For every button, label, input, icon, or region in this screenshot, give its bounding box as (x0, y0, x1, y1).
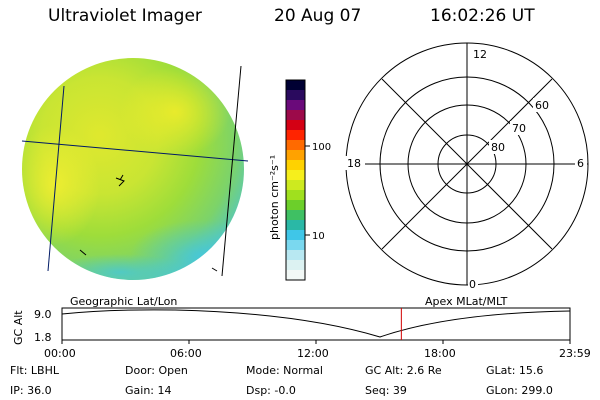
colorbar-band (286, 90, 305, 101)
gc-alt-axis-label: GC Alt (12, 310, 25, 345)
colorbar-band (286, 220, 305, 231)
instrument-title: Ultraviolet Imager (48, 6, 202, 26)
colorbar-band (286, 180, 305, 191)
observation-time: 16:02:26 UT (430, 6, 535, 26)
colorbar-band (286, 80, 305, 91)
colorbar-band (286, 170, 305, 181)
observation-date: 20 Aug 07 (274, 6, 362, 26)
colorbar-band (286, 210, 305, 221)
mlat-label-80: 80 (491, 141, 505, 154)
colorbar-band (286, 260, 305, 271)
colorbar-band (286, 100, 305, 111)
apex-projection-label: Apex MLat/MLT (425, 295, 508, 308)
mlat-label-70: 70 (512, 122, 526, 135)
colorbar-band (286, 190, 305, 201)
mlt-label-12: 12 (473, 48, 487, 61)
mlt-label-18: 18 (347, 157, 361, 170)
colorbar-band (286, 150, 305, 161)
time-tick-0000: 00:00 (44, 347, 76, 360)
gc-alt-readout: GC Alt: 2.6 Re (365, 364, 442, 377)
colorbar-band (286, 140, 305, 151)
gain-readout: Gain: 14 (125, 384, 172, 397)
colorbar-band (286, 250, 305, 261)
colorbar-band (286, 120, 305, 131)
time-tick-1800: 18:00 (424, 347, 456, 360)
glon-readout: GLon: 299.0 (486, 384, 553, 397)
glat-readout: GLat: 15.6 (486, 364, 544, 377)
colorbar-band (286, 160, 305, 171)
mode-readout: Mode: Normal (246, 364, 323, 377)
mlt-label-0: 0 (469, 278, 476, 291)
colorbar-band (286, 230, 305, 241)
ip-readout: IP: 36.0 (10, 384, 52, 397)
polar-plot (345, 42, 589, 286)
colorbar-band (286, 200, 305, 211)
colorbar-tick-100: 100 (312, 142, 331, 153)
orbit-altitude-plot: GC Alt 9.0 1.8 00:00 06:00 12:00 18:00 2… (12, 307, 591, 360)
colorbar-band (286, 240, 305, 251)
colorbar-unit-label: photon cm⁻²s⁻¹ (268, 155, 281, 240)
door-readout: Door: Open (125, 364, 188, 377)
colorbar-band (286, 270, 305, 281)
time-tick-0600: 06:00 (170, 347, 202, 360)
dsp-readout: Dsp: -0.0 (246, 384, 296, 397)
gc-alt-min-label: 1.8 (34, 331, 52, 344)
time-tick-1200: 12:00 (297, 347, 329, 360)
mlt-label-6: 6 (577, 157, 584, 170)
seq-readout: Seq: 39 (365, 384, 407, 397)
colorbar-tick-10: 10 (312, 231, 325, 242)
mlat-label-60: 60 (535, 99, 549, 112)
time-tick-2359: 23:59 (559, 347, 591, 360)
gc-alt-max-label: 9.0 (34, 308, 52, 321)
uv-image-disk (21, 58, 249, 280)
filter-readout: Flt: LBHL (10, 364, 59, 377)
color-bar: 100 10 photon cm⁻²s⁻¹ (268, 79, 331, 281)
geographic-projection-label: Geographic Lat/Lon (70, 295, 177, 308)
colorbar-band (286, 110, 305, 121)
colorbar-band (286, 130, 305, 141)
